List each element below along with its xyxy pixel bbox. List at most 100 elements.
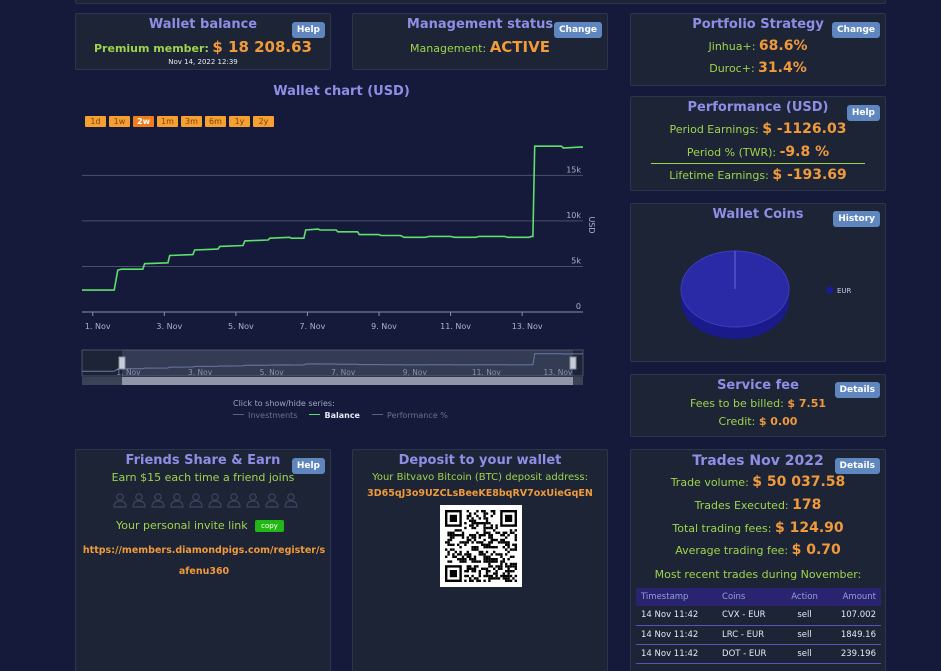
column-header[interactable]: Coins (717, 588, 783, 606)
wallet-balance-panel: Wallet balance Help Premium member: $ 18… (75, 13, 331, 70)
qr-module (495, 574, 498, 578)
qr-module (464, 574, 467, 578)
navigator-tick-label: 9. Nov (403, 368, 428, 377)
period-earnings-value: $ -1126.03 (762, 121, 847, 137)
service-fee-title: Service fee (717, 378, 799, 393)
x-tick-label: 1. Nov (85, 322, 111, 331)
strategy-change-button[interactable]: Change (831, 22, 880, 38)
qr-module (507, 570, 510, 573)
qr-module (502, 577, 505, 580)
qr-module (483, 510, 486, 513)
qr-module (459, 546, 462, 549)
qr-module (478, 517, 481, 520)
scrollbar-thumb[interactable] (122, 377, 573, 385)
qr-module (505, 548, 508, 551)
legend-item[interactable]: Balance (309, 411, 360, 420)
qr-module (490, 536, 493, 539)
qr-module (495, 565, 498, 568)
qr-module (485, 522, 489, 525)
friends-help-button[interactable]: Help (291, 458, 325, 474)
qr-module (481, 550, 484, 554)
qr-module (447, 543, 450, 546)
qr-module (471, 534, 474, 537)
wallet-coins-title: Wallet Coins (712, 207, 804, 222)
friend-slot-icon (226, 493, 241, 508)
qr-module (459, 560, 462, 563)
navigator-handle-right[interactable] (569, 356, 577, 370)
cell-action: sell (782, 625, 827, 645)
qr-module (478, 560, 481, 563)
trades-details-button[interactable]: Details (834, 458, 880, 474)
range-button-3m[interactable]: 3m (181, 116, 202, 127)
table-row[interactable]: 14 Nov 11:42 LRC - EUR sell 1849.16 (636, 625, 881, 645)
column-header[interactable]: Action (782, 588, 827, 606)
qr-module (495, 538, 498, 542)
range-button-1d[interactable]: 1d (85, 116, 106, 127)
pie-legend-marker (826, 286, 834, 294)
wallet-amount: $ 18 208.63 (212, 38, 312, 56)
qr-module (466, 510, 469, 513)
qr-module (493, 567, 496, 570)
trading-fees-label: Total trading fees: (672, 522, 772, 535)
management-change-button[interactable]: Change (553, 22, 602, 38)
qr-module (478, 536, 481, 539)
wallet-chart: Wallet chart (USD) 1d 1w 2w 1m 3m 6m 1y 2y 0 5k 1… (75, 80, 608, 430)
qr-module (461, 531, 465, 534)
series-balance-line[interactable] (82, 145, 583, 291)
column-header[interactable]: Amount (826, 588, 881, 606)
qr-module (471, 519, 474, 522)
qr-module (471, 522, 474, 525)
qr-module (471, 560, 474, 563)
x-tick-label: 13. Nov (512, 322, 543, 331)
chart-title: Wallet chart (USD) (273, 84, 410, 99)
pie-legend-eur[interactable]: EUR (837, 287, 852, 295)
invite-link[interactable]: https://members.diamondpigs.com/register… (82, 545, 326, 577)
qr-module (485, 560, 489, 563)
legend-item[interactable]: Performance % (371, 411, 448, 420)
range-button-6m[interactable]: 6m (205, 116, 226, 127)
qr-module (473, 526, 477, 530)
qr-module (473, 534, 477, 537)
qr-module (469, 534, 472, 537)
qr-module (478, 553, 481, 556)
fees-billed-label: Fees to be billed: (689, 397, 784, 410)
qr-module (488, 562, 491, 566)
table-row[interactable]: 14 Nov 11:42 CVX - EUR sell 107.002 (636, 606, 881, 626)
range-button-1y[interactable]: 1y (229, 116, 250, 127)
qr-module (509, 574, 513, 578)
copy-button[interactable]: copy (255, 520, 284, 532)
legend-item[interactable]: Investments (233, 411, 297, 420)
qr-module (488, 579, 491, 582)
performance-help-button[interactable]: Help (846, 105, 880, 121)
column-header[interactable]: Timestamp (636, 588, 718, 606)
qr-module (493, 550, 496, 554)
wallet-coins-panel: Wallet Coins History EUR (630, 203, 886, 362)
range-button-2w[interactable]: 2w (133, 116, 154, 127)
range-button-2y[interactable]: 2y (253, 116, 274, 127)
range-button-1w[interactable]: 1w (109, 116, 130, 127)
wallet-help-button[interactable]: Help (291, 22, 325, 38)
qr-module (483, 567, 486, 570)
deposit-address[interactable]: 3D65qJ3o9UZCLsBeeKE8bqRV7oxUieGqEN (367, 488, 593, 499)
table-row[interactable]: 14 Nov 11:42 DOT - EUR sell 239.196 (636, 644, 881, 664)
deposit-panel: Deposit to your wallet Your Bitvavo Bitc… (352, 449, 608, 671)
qr-module (476, 541, 479, 544)
qr-module (488, 565, 491, 568)
qr-module (514, 534, 517, 537)
cell-coins: DOT - EUR (717, 644, 783, 664)
qr-module (469, 524, 472, 527)
friend-slot-icon (245, 493, 260, 508)
y-tick-label: 10k (566, 211, 581, 220)
qr-module (478, 534, 481, 537)
coins-history-button[interactable]: History (833, 211, 880, 227)
qr-module (502, 574, 505, 578)
navigator-handle-left[interactable] (118, 356, 126, 370)
qr-module (447, 531, 450, 534)
qr-module (447, 538, 450, 542)
qr-module (488, 534, 491, 537)
qr-module (469, 558, 472, 561)
fees-details-button[interactable]: Details (834, 382, 880, 398)
qr-module (485, 555, 489, 558)
qr-module (459, 558, 462, 561)
range-button-1m[interactable]: 1m (157, 116, 178, 127)
